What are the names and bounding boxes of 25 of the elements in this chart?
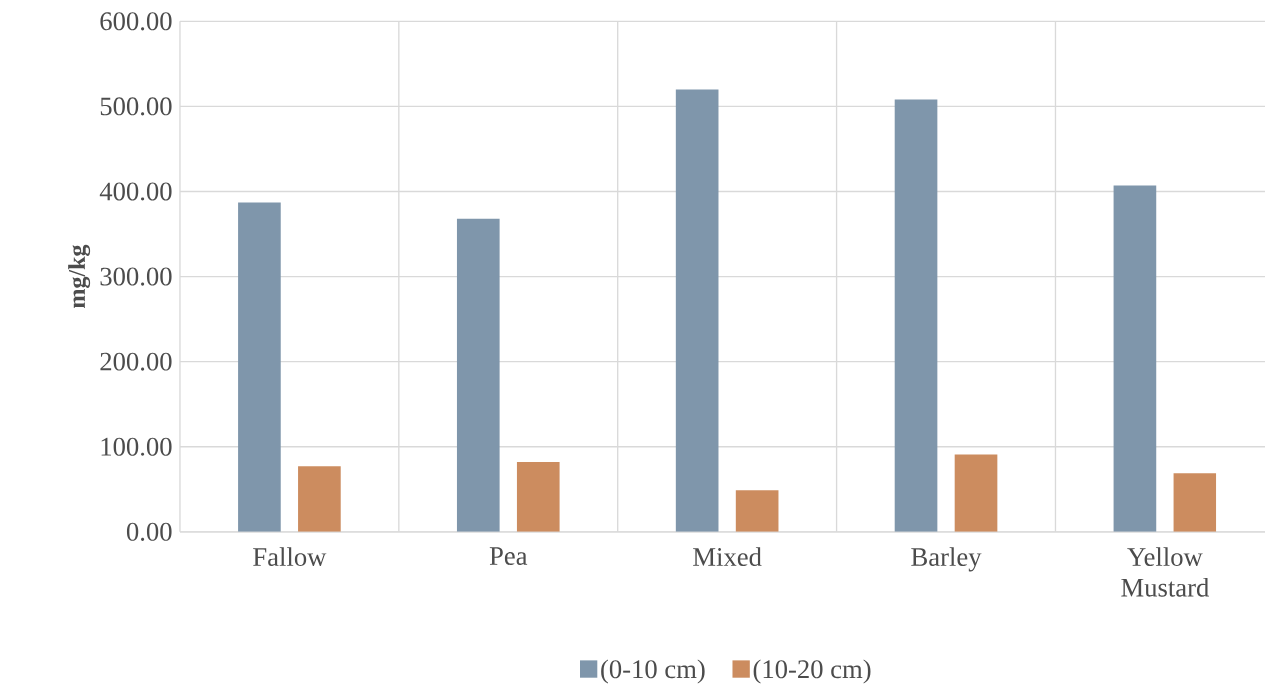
bar bbox=[238, 202, 281, 532]
y-tick-label: 300.00 bbox=[100, 267, 172, 286]
legend-label: (10-20 cm) bbox=[753, 659, 871, 684]
y-axis-title: mg/kg bbox=[68, 244, 91, 308]
y-tick-label: 400.00 bbox=[99, 182, 172, 201]
bar bbox=[298, 466, 341, 532]
x-tick-label: Fallow bbox=[253, 546, 327, 566]
bar bbox=[1173, 472, 1217, 532]
y-tick-label: 100.00 bbox=[101, 437, 172, 456]
x-tick-label: Mixed bbox=[693, 546, 762, 566]
bar bbox=[456, 218, 500, 532]
y-tick-label: 600.00 bbox=[100, 12, 172, 31]
bar bbox=[516, 461, 560, 532]
bar bbox=[735, 489, 779, 532]
x-tick-label: Yellow Mustard bbox=[1121, 546, 1209, 597]
x-tick-label: Pea bbox=[489, 547, 528, 565]
bar bbox=[954, 454, 998, 532]
bar bbox=[1113, 185, 1157, 532]
y-tick-label: 200.00 bbox=[100, 352, 172, 371]
y-tick-label: 500.00 bbox=[100, 97, 172, 116]
x-tick-label: Barley bbox=[911, 546, 982, 572]
bar bbox=[894, 99, 938, 532]
y-tick-label: 0.00 bbox=[126, 522, 172, 541]
bar bbox=[675, 89, 719, 532]
legend-label: (0-10 cm) bbox=[601, 659, 705, 684]
